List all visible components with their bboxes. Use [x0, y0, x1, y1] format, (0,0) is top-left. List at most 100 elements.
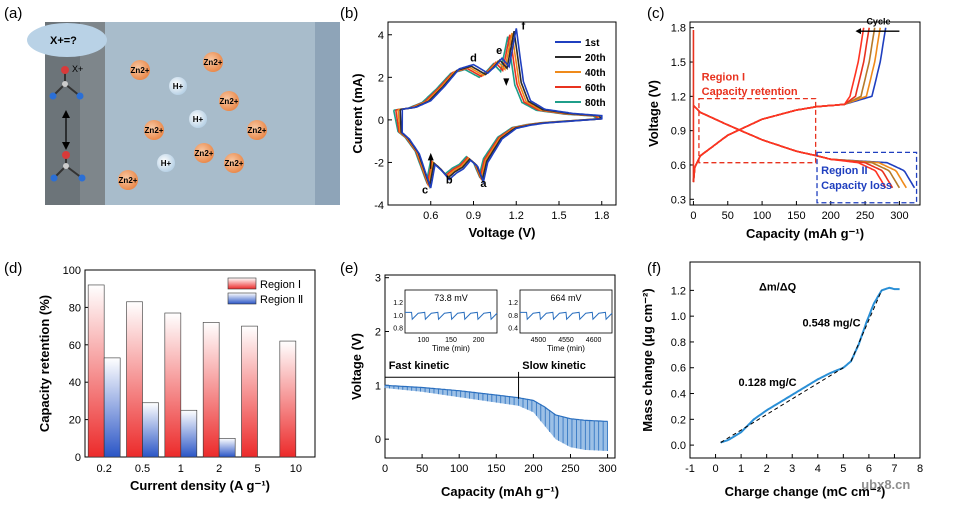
- zn-ion: [224, 153, 244, 173]
- bar-region-1: [241, 325, 258, 458]
- x-tick-label: 0.9: [466, 210, 481, 222]
- discharge-curve: [692, 104, 901, 189]
- region-2-subtitle: Capacity loss: [821, 180, 892, 192]
- x-axis-label: Capacity (mAh g⁻¹): [441, 484, 559, 499]
- bar-region-2: [218, 437, 236, 458]
- x-axis-label: Charge change (mC cm⁻²): [725, 484, 886, 499]
- bar-region-1: [87, 284, 105, 458]
- peak-label: f: [522, 20, 526, 32]
- region-1-box: [698, 97, 817, 164]
- panel-d-label: (d): [4, 260, 22, 277]
- y-tick-label: 20: [69, 415, 81, 427]
- h-ion: [169, 77, 187, 95]
- peak-label: b: [446, 175, 453, 187]
- molecule-label: X+: [72, 64, 83, 74]
- chart-title: Δm/ΔQ: [759, 281, 797, 293]
- legend-label: Region Ⅱ: [260, 294, 303, 306]
- x-tick-label: 250: [561, 463, 579, 475]
- exchange-arrow: [62, 110, 70, 150]
- peak-label: e: [496, 45, 502, 57]
- y-axis-label: Mass change (μg cm⁻²): [640, 288, 655, 431]
- y-tick-label: -4: [374, 200, 384, 212]
- zn-ion: [203, 52, 223, 72]
- h-ion-label: H+: [173, 82, 184, 91]
- inset-x-tick: 200: [473, 337, 485, 344]
- question-text: X+=?: [50, 35, 77, 47]
- gitt-band: [385, 385, 608, 451]
- cv-curve-80th: [392, 36, 600, 185]
- bar-region-1: [164, 312, 182, 458]
- chart-c-gcd: 0 50 100 150 200 250 300 0.3 0.6 0.9 1.2 1.5 1.8 Capa…: [646, 16, 921, 241]
- region-2-title: Region II: [821, 165, 867, 177]
- x-tick-label: 1.2: [509, 210, 524, 222]
- zn-ion-label: Zn2+: [131, 66, 150, 75]
- y-tick-label: 1.8: [671, 23, 686, 35]
- zn-ion: [118, 170, 138, 190]
- panel-a: (a) X+=? Zn2+Zn2+Zn2+Zn2+ Zn2+Zn2+Zn2+Zn2…: [4, 5, 340, 205]
- y-tick-label: -2: [374, 157, 384, 169]
- x-tick-label: 0: [690, 210, 696, 222]
- zn-ion-label: Zn2+: [145, 126, 164, 135]
- x-tick-label: 50: [722, 210, 734, 222]
- x-tick-label: 250: [856, 210, 874, 222]
- fit-line-2: [850, 290, 883, 362]
- panel-a-label: (a): [4, 5, 22, 22]
- y-tick-label: 1.2: [671, 91, 686, 103]
- region-2-box: [816, 151, 918, 204]
- question-bubble: [27, 23, 107, 57]
- y-tick-label: 1.5: [671, 57, 686, 69]
- legend-label: Region Ⅰ: [260, 279, 301, 291]
- inset-frame: [519, 289, 613, 334]
- region-1-title: Region I: [702, 71, 745, 83]
- x-tick-label: 1.8: [594, 210, 609, 222]
- x-tick-label: 10: [290, 463, 302, 475]
- y-tick-label: 0.6: [671, 363, 686, 375]
- y-tick-label: 0.8: [671, 337, 686, 349]
- chart-b-cv: 0.6 0.9 1.2 1.5 1.8 -4 -2 0 2 4 Voltage (V) Current…: [350, 20, 617, 240]
- fast-kinetic-label: Fast kinetic: [389, 360, 450, 372]
- y-tick-label: 0: [375, 434, 381, 446]
- y-tick-label: 2: [378, 72, 384, 84]
- bar-region-1: [126, 301, 143, 458]
- chart-f-eqcm: -1 0 1 2 3 4 5 6 7 8 0.0 0.2 0.4 0.6 0.8 1.0 1.2 Charge c…: [640, 261, 923, 499]
- x-axis-label: Current density (A g⁻¹): [130, 478, 270, 493]
- x-tick-label: 5: [840, 463, 846, 475]
- x-tick-label: 6: [866, 463, 872, 475]
- panel-e-label: (e): [340, 260, 358, 277]
- y-tick-label: 0.3: [671, 194, 686, 206]
- slope-2-label: 0.548 mg/C: [802, 317, 860, 329]
- zn-ion: [144, 120, 164, 140]
- zn-ion-label: Zn2+: [225, 159, 244, 168]
- legend-label: 20th: [585, 53, 606, 64]
- inset-y-tick: 1.0: [393, 313, 403, 320]
- inset-y-tick: 1.2: [393, 300, 403, 307]
- zn-ion-label: Zn2+: [204, 58, 223, 67]
- zn-ion-label: Zn2+: [220, 97, 239, 106]
- y-tick-label: 0.0: [671, 440, 686, 452]
- chart-e-gitt: 0 50 100 150 200 250 300 0 1 2 3 Capacity (mAh g⁻¹)…: [349, 273, 617, 499]
- x-tick-label: 2: [216, 463, 222, 475]
- x-tick-label: 0.6: [423, 210, 438, 222]
- zn-ion-label: Zn2+: [248, 126, 267, 135]
- plot-frame: [84, 269, 316, 458]
- x-tick-label: 150: [487, 463, 505, 475]
- cycle-label: Cycle: [866, 16, 890, 26]
- inset-x-tick: 4500: [531, 337, 547, 344]
- arrowhead-e: [503, 78, 510, 86]
- x-tick-label: 50: [416, 463, 428, 475]
- y-tick-label: 1.2: [671, 285, 686, 297]
- x-tick-label: 0.5: [135, 463, 150, 475]
- region-1-subtitle: Capacity retention: [702, 86, 798, 98]
- x-tick-label: 0.2: [97, 463, 112, 475]
- peak-label: d: [470, 52, 477, 64]
- bar-region-1: [202, 322, 220, 458]
- inset-y-tick: 1.2: [508, 300, 518, 307]
- panel-c-label: (c): [647, 5, 665, 22]
- plot-frame: [689, 261, 921, 459]
- x-tick-label: 200: [524, 463, 542, 475]
- inset-x-tick: 150: [445, 337, 457, 344]
- y-tick-label: 0.4: [671, 389, 686, 401]
- y-tick-label: 60: [69, 340, 81, 352]
- charge-curve: [692, 27, 876, 183]
- watermark: ubx8.cn: [861, 477, 910, 492]
